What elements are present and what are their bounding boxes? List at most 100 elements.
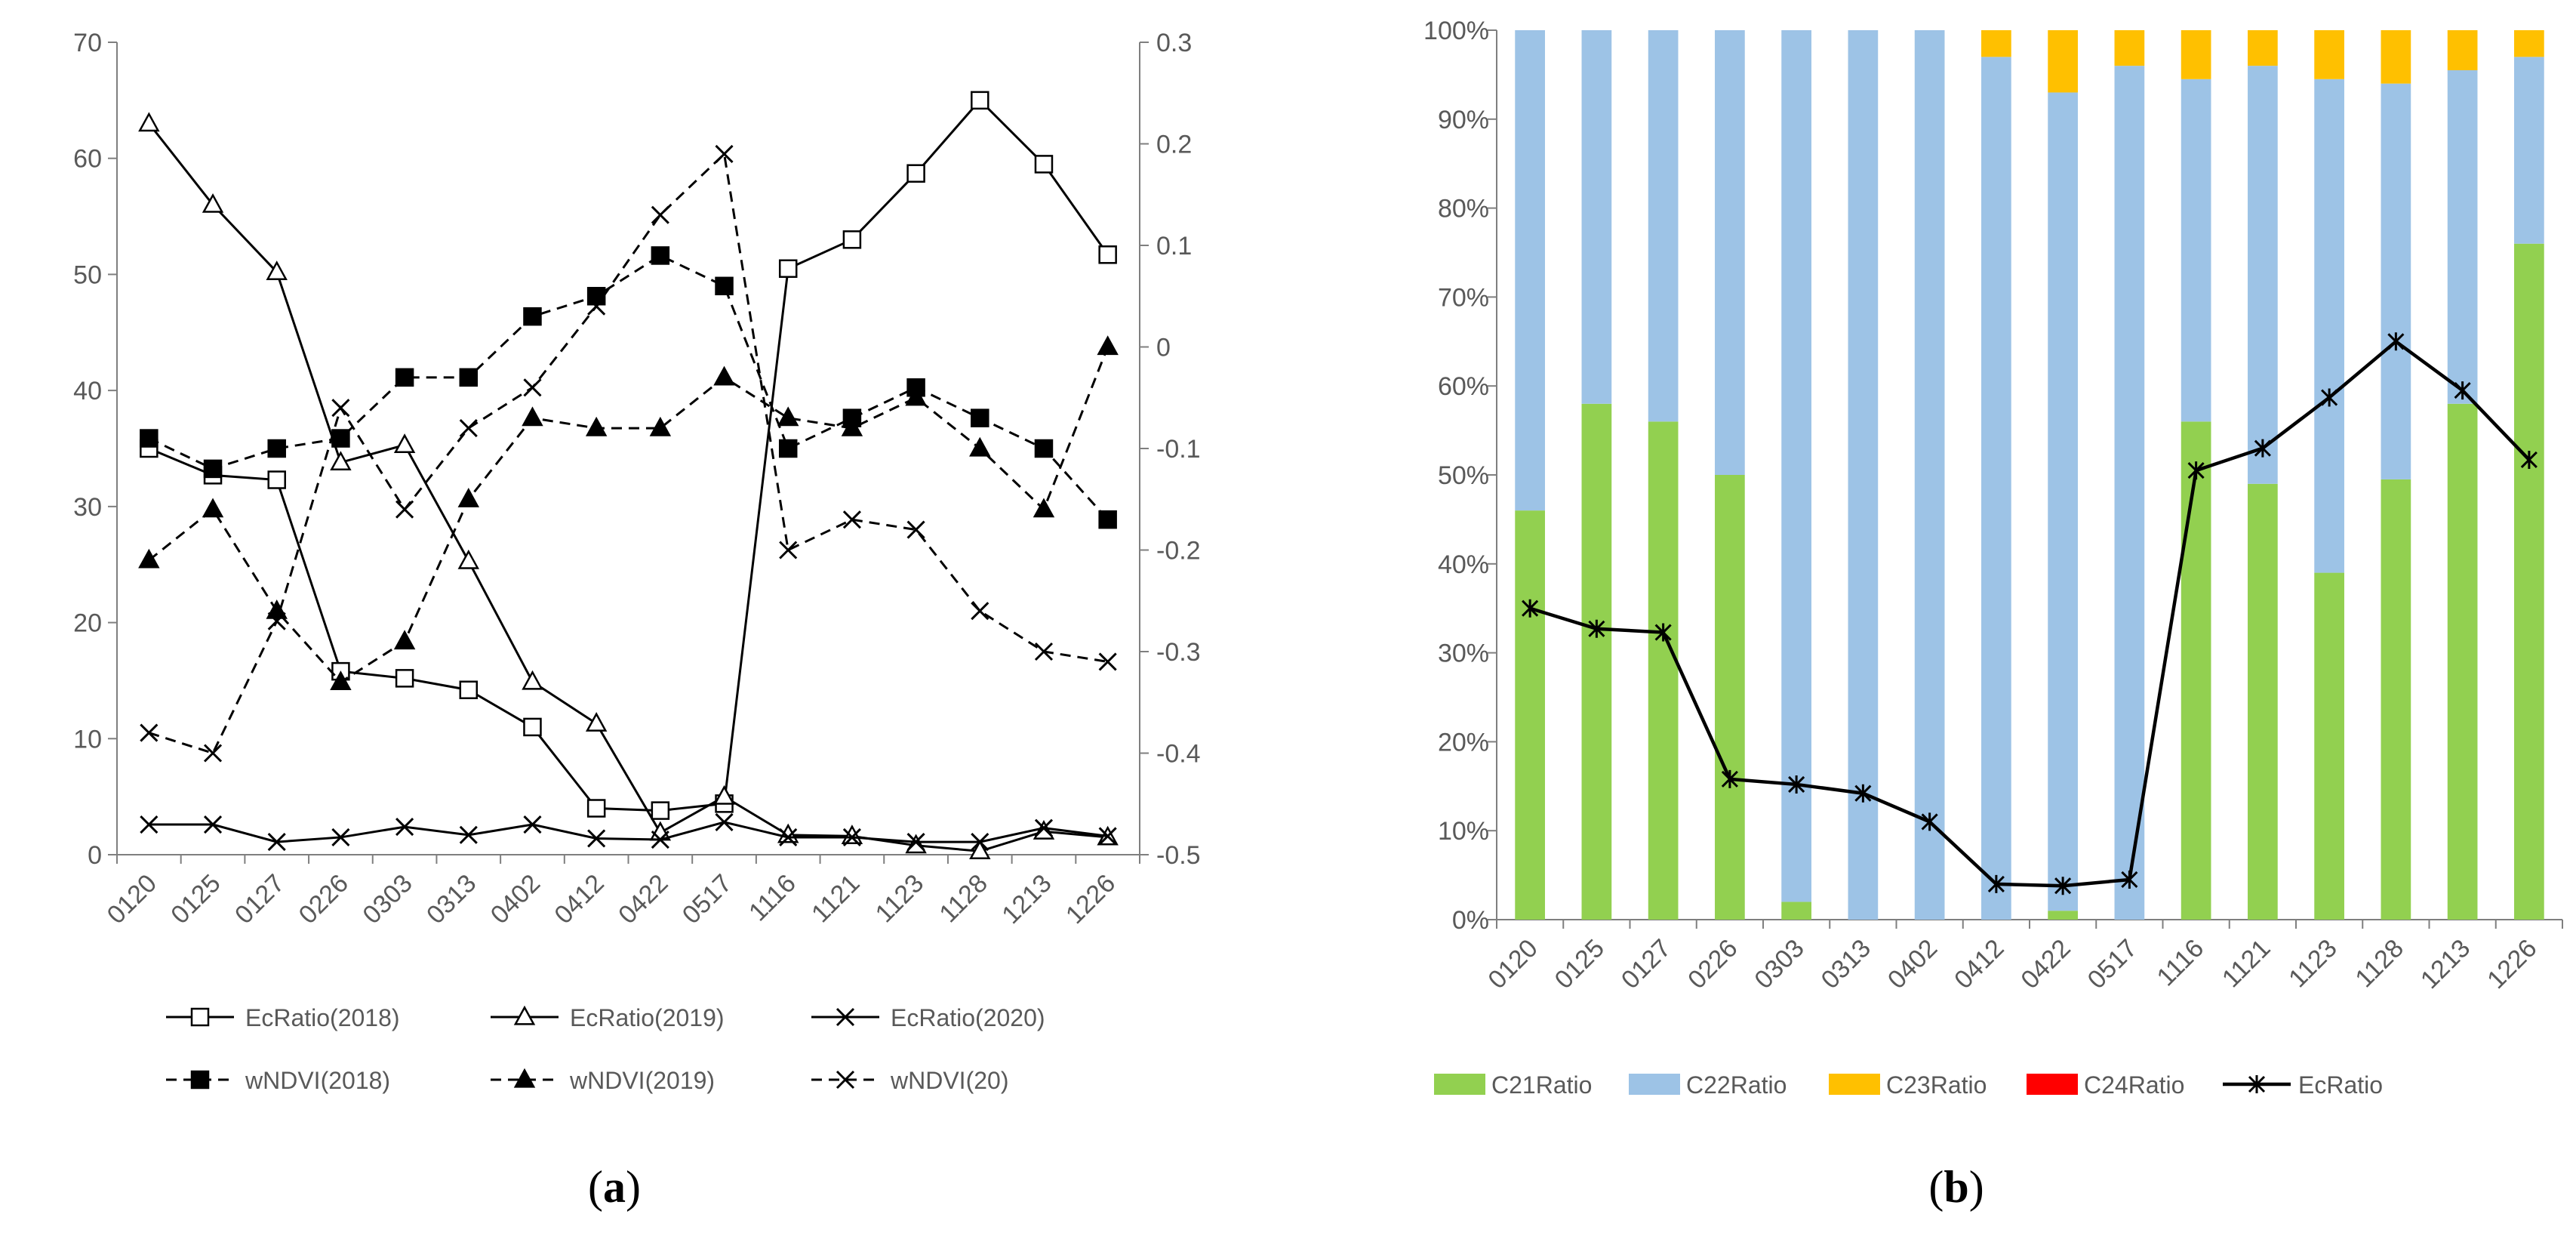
y-tick-label: 70% [1438,283,1489,312]
x-tick-label: 0127 [1616,934,1676,994]
x-tick-label: 1123 [870,869,930,929]
bar-segment-c23ratio [2381,30,2411,84]
x-tick-label: 1116 [2151,934,2209,992]
legend-marker [190,1070,210,1090]
data-point [395,818,414,837]
data-point [779,541,798,559]
data-point [715,144,734,164]
x-tick-label: 1121 [806,869,866,929]
y-tick-label: 50% [1438,461,1489,490]
legend-marker [513,1068,536,1088]
bar-segment-c21ratio [1515,510,1545,920]
y-tick-label: 60% [1438,372,1489,401]
x-tick-label: 1116 [743,869,802,927]
data-point [842,230,862,249]
data-point [395,500,414,519]
data-point [203,744,223,763]
data-point [459,680,479,699]
data-point [969,436,991,457]
legend-panel-a: EcRatio(2018) EcRatio(2019) EcRatio(2020) w… [166,1004,1045,1094]
data-point [459,419,478,438]
right-y-tick-label: -0.4 [1156,740,1201,769]
legend-swatch [1434,1074,1485,1095]
data-point [523,307,542,326]
left-y-tick-label: 50 [73,260,102,289]
data-point [523,717,542,737]
x-tick-label: 0517 [677,869,737,929]
bar-segment-c22ratio [1648,30,1679,422]
data-point [651,205,669,224]
y-tick-label: 20% [1438,728,1489,757]
ecratio-point [1854,784,1872,803]
data-point [651,246,670,265]
legend-panel-b: C21Ratio C22Ratio C23Ratio C24Ratio EcRatio [1434,1071,2383,1099]
series-line-ecratio-2019- [148,122,1108,852]
data-point [1097,335,1119,356]
data-point [267,833,286,852]
x-tick-label: 1226 [2482,934,2542,994]
bar-segment-c22ratio [1515,30,1545,511]
left-y-tick-label: 10 [73,725,102,754]
data-point [971,833,989,852]
x-tick-label: 0125 [165,869,226,929]
legend-label: C24Ratio [2084,1071,2184,1099]
legend-label: C22Ratio [1686,1071,1787,1099]
bar-segment-c22ratio [2514,57,2544,244]
data-point [971,91,989,110]
series-line-wndvi-20- [148,151,1108,755]
data-point [715,276,734,296]
ecratio-point [2454,381,2471,400]
x-tick-label: 0402 [485,869,546,929]
left-y-tick-label: 70 [73,29,102,57]
right-y-tick-label: -0.2 [1156,537,1201,566]
bar-segment-c22ratio [1981,57,2011,920]
x-tick-label: 0303 [357,869,417,929]
bar-segment-c22ratio [1581,30,1612,404]
legend-label: C21Ratio [1491,1071,1592,1099]
bar-segment-c22ratio [1914,30,1945,920]
data-point [905,834,927,854]
bar-segment-c23ratio [2314,30,2344,79]
x-tick-label: 0412 [549,869,609,929]
data-point [202,498,224,518]
bar-segment-c23ratio [2514,30,2544,57]
ecratio-point [2054,877,2072,895]
data-point [1033,820,1055,840]
data-point [585,712,608,732]
data-point [1098,652,1117,671]
data-point [1098,827,1117,846]
series-line-wndvi-2018- [148,254,1109,521]
data-point [651,830,669,849]
legend-swatch [1829,1074,1880,1095]
right-y-tick-label: -0.3 [1156,638,1201,667]
ecratio-point [2121,870,2138,889]
bar-segment-c21ratio [2314,572,2344,920]
panel-a-line-chart: 0 10 20 30 40 50 60 70 -0.5 -0.4 -0.3 -0.2 -0.1 0 0.1 0… [73,29,1200,1094]
data-point [713,784,735,805]
data-point [393,630,416,650]
legend-marker [190,1007,210,1027]
legend-label: EcRatio(2020) [891,1004,1045,1031]
data-point [649,416,672,436]
x-tick-label: 1128 [934,869,993,929]
data-point [779,828,798,847]
data-point [330,451,352,471]
y-tick-label: 90% [1438,106,1489,134]
bar-segment-c21ratio [1581,403,1612,920]
data-point [138,112,160,132]
data-point [522,406,543,427]
data-point [393,433,416,453]
bar-segment-c21ratio [2181,421,2211,920]
panel-a-label: (a) [588,1162,641,1212]
data-point [267,439,286,458]
x-tick-label: 1213 [996,869,1057,929]
x-tick-label: 0422 [2015,934,2076,994]
data-point [1034,818,1054,837]
data-point [523,815,542,834]
data-point [457,549,479,569]
x-tick-label: 1128 [2350,934,2409,994]
bar-segment-c22ratio [2447,70,2478,404]
ecratio-point [2254,439,2271,458]
data-point [651,801,670,820]
